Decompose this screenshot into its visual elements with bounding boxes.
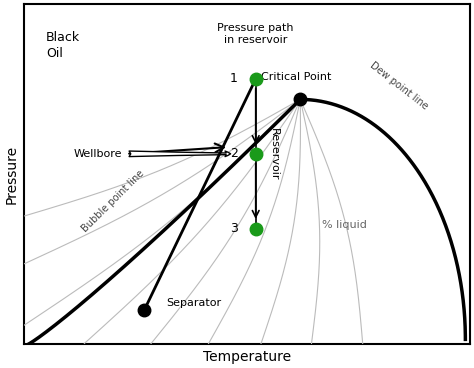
Text: Dew point line: Dew point line <box>367 60 429 112</box>
Y-axis label: Pressure: Pressure <box>4 145 18 204</box>
Text: 3: 3 <box>230 222 238 235</box>
Text: 1: 1 <box>230 72 238 85</box>
Text: 2: 2 <box>230 147 238 160</box>
Text: Reservoir: Reservoir <box>269 128 279 180</box>
Text: Pressure path
in reservoir: Pressure path in reservoir <box>218 24 294 45</box>
X-axis label: Temperature: Temperature <box>203 350 291 364</box>
Text: Critical Point: Critical Point <box>261 72 331 82</box>
Text: Wellbore: Wellbore <box>73 149 122 159</box>
Text: Separator: Separator <box>166 298 222 308</box>
Text: Bubble point line: Bubble point line <box>80 169 146 234</box>
Text: Black
Oil: Black Oil <box>46 31 80 60</box>
Text: % liquid: % liquid <box>322 220 367 230</box>
